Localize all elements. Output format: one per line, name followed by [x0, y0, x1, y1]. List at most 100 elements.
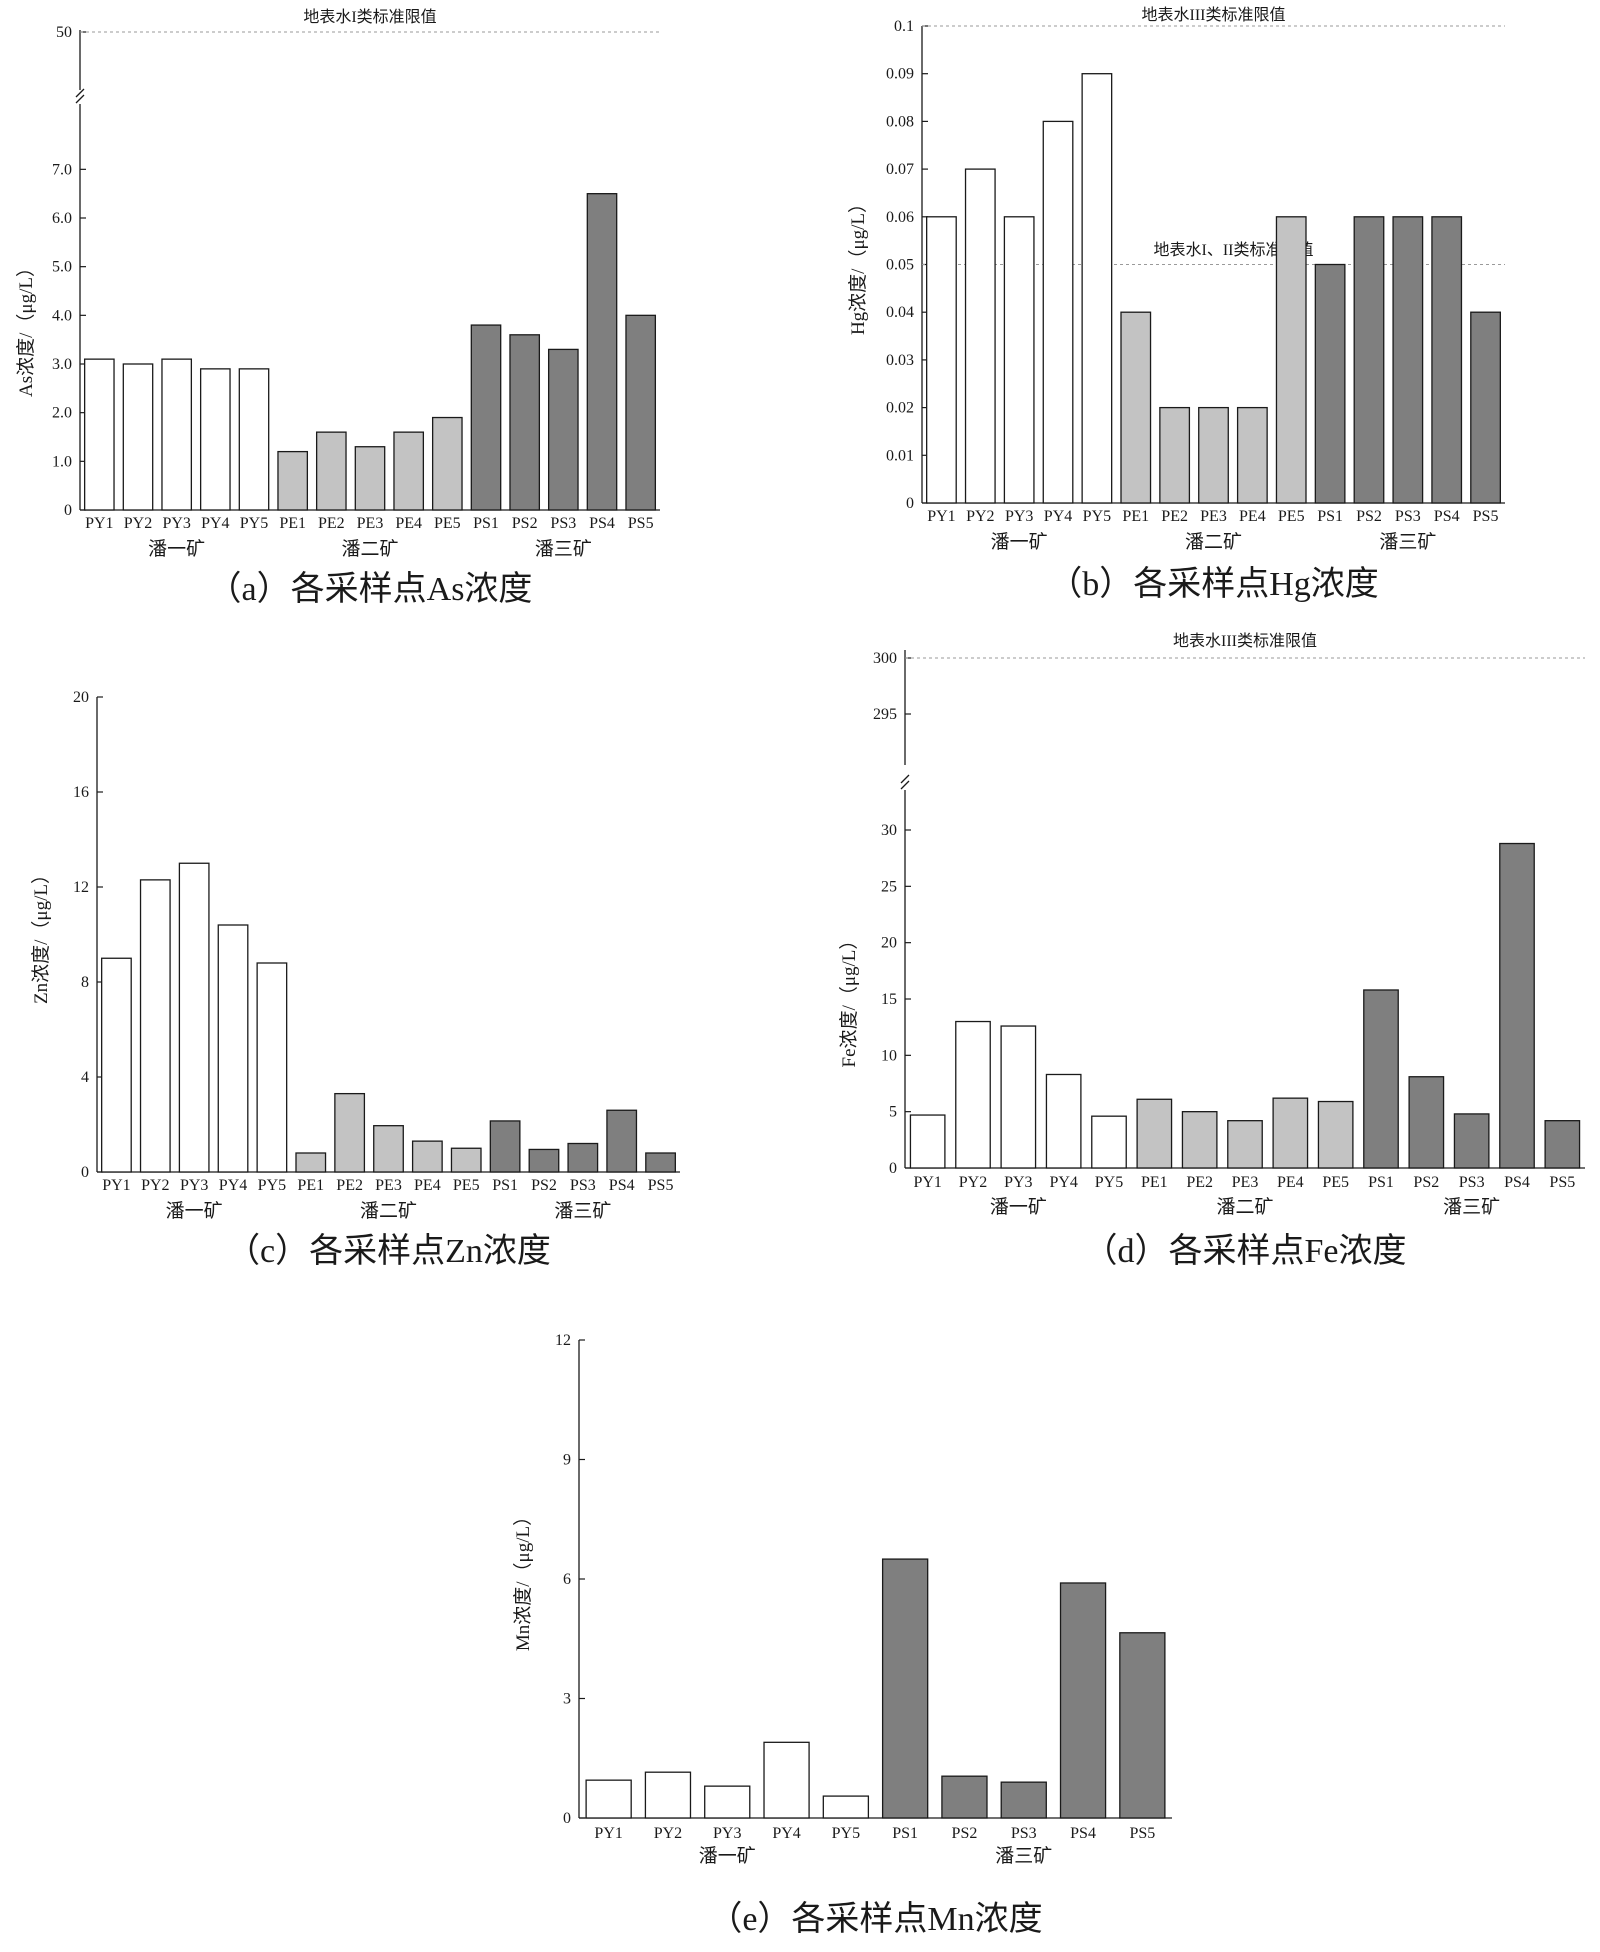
- y-tick-label: 0: [889, 1160, 897, 1177]
- bar-PE3: [373, 1125, 404, 1173]
- limit-line-label: 地表水III类标准限值: [1142, 6, 1286, 24]
- bar-PE1: [277, 450, 309, 511]
- bar-PY4: [217, 924, 249, 1173]
- bar-PY5: [822, 1795, 870, 1819]
- bar-PS3: [1453, 1113, 1490, 1169]
- x-tick-label: PS4: [1434, 508, 1460, 525]
- bar-PY4: [763, 1741, 810, 1819]
- figure-caption: （b）各采样点Hg浓度: [1048, 565, 1379, 603]
- x-tick-label: PY4: [1044, 508, 1072, 525]
- group-label: 潘二矿: [341, 538, 398, 560]
- bar-PY5: [238, 368, 270, 511]
- y-tick-label: 16: [73, 784, 89, 801]
- group-label: 潘二矿: [1216, 1196, 1273, 1218]
- x-tick-label: PY4: [772, 1825, 800, 1842]
- group-label: 潘三矿: [535, 538, 592, 560]
- y-tick-label: 300: [873, 650, 897, 667]
- y-tick-label: 0.07: [886, 161, 914, 178]
- y-tick-label: 15: [881, 991, 897, 1008]
- bar-PY3: [178, 862, 210, 1173]
- y-tick-label: 0.08: [886, 113, 914, 130]
- x-tick-label: PS3: [1395, 508, 1421, 525]
- bar-PE5: [1275, 216, 1307, 504]
- y-tick-label: 0.03: [886, 352, 914, 369]
- y-tick-label: 7.0: [52, 161, 72, 178]
- x-tick-label: PY5: [1083, 508, 1111, 525]
- x-tick-label: PS3: [1011, 1825, 1037, 1842]
- y-tick-label: 0.1: [894, 18, 914, 35]
- x-tick-label: PS5: [628, 515, 654, 532]
- y-tick-label: 8: [81, 974, 89, 991]
- bar-PY3: [704, 1785, 751, 1819]
- figure-caption: （e）各采样点Mn浓度: [708, 1900, 1042, 1938]
- bar-PS3: [1000, 1781, 1047, 1819]
- x-tick-label: PS2: [512, 515, 538, 532]
- bar-PS3: [567, 1142, 599, 1173]
- x-tick-label: PY4: [1049, 1174, 1077, 1191]
- bar-PY2: [644, 1771, 692, 1819]
- x-tick-label: PE4: [1277, 1174, 1304, 1191]
- limit-line-label: 地表水III类标准限值: [1173, 632, 1317, 650]
- group-label: 潘三矿: [554, 1200, 611, 1222]
- y-tick-label: 0: [563, 1810, 571, 1827]
- bar-PY5: [256, 962, 288, 1173]
- group-label: 潘一矿: [699, 1845, 756, 1867]
- bar-PS3: [1392, 216, 1424, 504]
- figure-caption: （c）各采样点Zn浓度: [226, 1232, 551, 1270]
- bar-PE5: [431, 416, 463, 511]
- x-tick-label: PY2: [124, 515, 152, 532]
- y-tick-label: 12: [555, 1332, 571, 1349]
- x-tick-label: PY1: [927, 508, 955, 525]
- x-tick-label: PE2: [1161, 508, 1188, 525]
- bar-PS2: [1408, 1076, 1445, 1169]
- x-tick-label: PS1: [492, 1177, 518, 1194]
- x-tick-label: PE4: [414, 1177, 441, 1194]
- y-tick-label: 3: [563, 1691, 571, 1708]
- bar-PE2: [1181, 1111, 1218, 1169]
- group-label: 潘二矿: [1185, 531, 1242, 553]
- y-tick-label: 0: [906, 495, 914, 512]
- y-tick-label: 50: [56, 24, 72, 41]
- group-label: 潘一矿: [991, 531, 1048, 553]
- bar-PS2: [509, 334, 541, 511]
- bar-PY1: [83, 358, 115, 511]
- group-label: 潘一矿: [148, 538, 205, 560]
- bar-PS3: [547, 348, 579, 511]
- y-axis-title: Zn浓度/（μg/L）: [30, 865, 52, 1004]
- bar-PY2: [122, 363, 154, 511]
- bar-PS2: [528, 1148, 560, 1173]
- bar-PS5: [1119, 1632, 1166, 1819]
- bar-PY4: [1045, 1073, 1082, 1169]
- x-tick-label: PY4: [201, 515, 229, 532]
- y-tick-label: 4: [81, 1069, 89, 1086]
- bar-PS5: [625, 314, 657, 511]
- bar-PS4: [606, 1109, 638, 1173]
- x-tick-label: PE3: [375, 1177, 402, 1194]
- limit-line-label: 地表水I类标准限值: [303, 8, 436, 26]
- bar-PE5: [1317, 1100, 1354, 1169]
- y-tick-label: 9: [563, 1452, 571, 1469]
- x-tick-label: PS5: [648, 1177, 674, 1194]
- x-tick-label: PE2: [1186, 1174, 1213, 1191]
- x-tick-label: PS4: [1070, 1825, 1096, 1842]
- bar-PS2: [1353, 216, 1385, 504]
- group-label: 潘三矿: [995, 1845, 1052, 1867]
- x-tick-label: PE4: [1239, 508, 1266, 525]
- x-tick-label: PE5: [453, 1177, 480, 1194]
- group-label: 潘三矿: [1379, 531, 1436, 553]
- chart-e: 0 3 6 9 12 PY1 PY2 PY3 PY4 PY5 PS1 PS2 PS3 PS4 PS5 潘一矿 潘…: [512, 1332, 1172, 1938]
- bar-PE4: [1236, 406, 1268, 504]
- x-tick-label: PS3: [1459, 1174, 1485, 1191]
- bar-PS2: [941, 1775, 988, 1819]
- x-tick-label: PY2: [654, 1825, 682, 1842]
- x-tick-label: PS5: [1473, 508, 1499, 525]
- x-tick-label: PY3: [180, 1177, 208, 1194]
- bar-PE2: [334, 1092, 366, 1173]
- y-tick-label: 5.0: [52, 259, 72, 276]
- y-axis-title: As浓度/（μg/L）: [15, 258, 37, 397]
- bar-PE5: [450, 1147, 482, 1173]
- y-tick-label: 0.02: [886, 400, 914, 417]
- x-tick-label: PE1: [1141, 1174, 1168, 1191]
- axis-break-mark: [900, 774, 910, 790]
